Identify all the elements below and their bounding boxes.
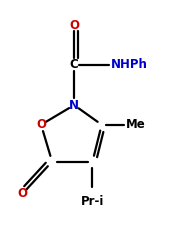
Text: C: C — [70, 58, 78, 71]
Text: NHPh: NHPh — [111, 58, 148, 71]
Text: O: O — [18, 187, 28, 200]
Text: Pr-i: Pr-i — [81, 195, 104, 208]
Text: Me: Me — [126, 118, 145, 131]
Text: O: O — [69, 19, 79, 32]
Text: N: N — [69, 99, 79, 112]
Text: O: O — [36, 118, 46, 131]
